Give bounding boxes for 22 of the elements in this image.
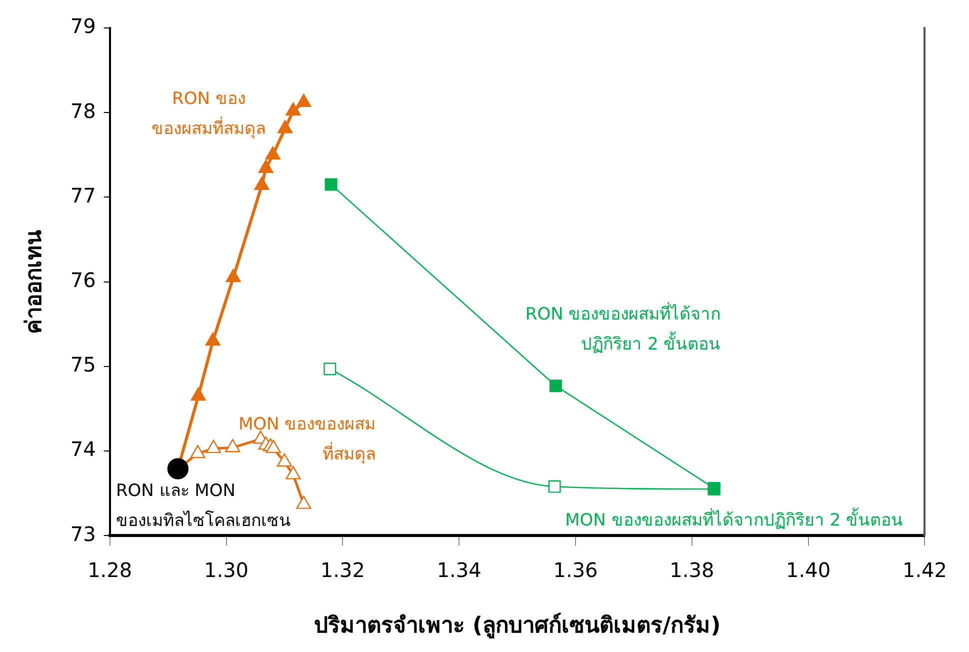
- y-tick-label: 74: [70, 437, 96, 462]
- y-tick-label: 75: [70, 352, 96, 377]
- y-tick-label: 76: [70, 268, 96, 292]
- x-tick-label: 1.42: [902, 558, 947, 582]
- x-tick-label: 1.30: [204, 558, 249, 582]
- x-tick-label: 1.28: [88, 558, 132, 582]
- x-tick-label: 1.40: [786, 558, 831, 582]
- y-tick-label: 77: [70, 183, 96, 208]
- series-label: MON ของของผสม ที่สมดุล: [238, 414, 376, 465]
- x-tick-label: 1.36: [553, 558, 598, 582]
- x-tick-label: 1.38: [670, 558, 714, 582]
- y-tick-label: 73: [70, 522, 96, 546]
- x-axis-title: ปริมาตรจำเพาะ (ลูกบาศก์เซนติเมตร/กรัม): [314, 612, 721, 640]
- x-tick-label: 1.34: [436, 558, 482, 582]
- y-axis-title: ค่าออกเทน: [22, 230, 47, 334]
- y-tick-label: 79: [70, 14, 96, 38]
- text: RON และ MON ของเมทิลไซโคลเฮกเซน: [116, 481, 291, 532]
- series-label: RON ของของผสมที่ได้จาก ปฏิกิริยา 2 ขั้นตอน: [525, 301, 721, 354]
- series-label: MON ของของผสมที่ได้จากปฏิกิริยา 2 ขั้นตอน: [565, 507, 903, 530]
- y-tick-label: 78: [70, 98, 96, 123]
- x-tick-label: 1.32: [320, 558, 365, 582]
- series-label: RON ของ ของผสมที่สมดุล: [152, 88, 266, 139]
